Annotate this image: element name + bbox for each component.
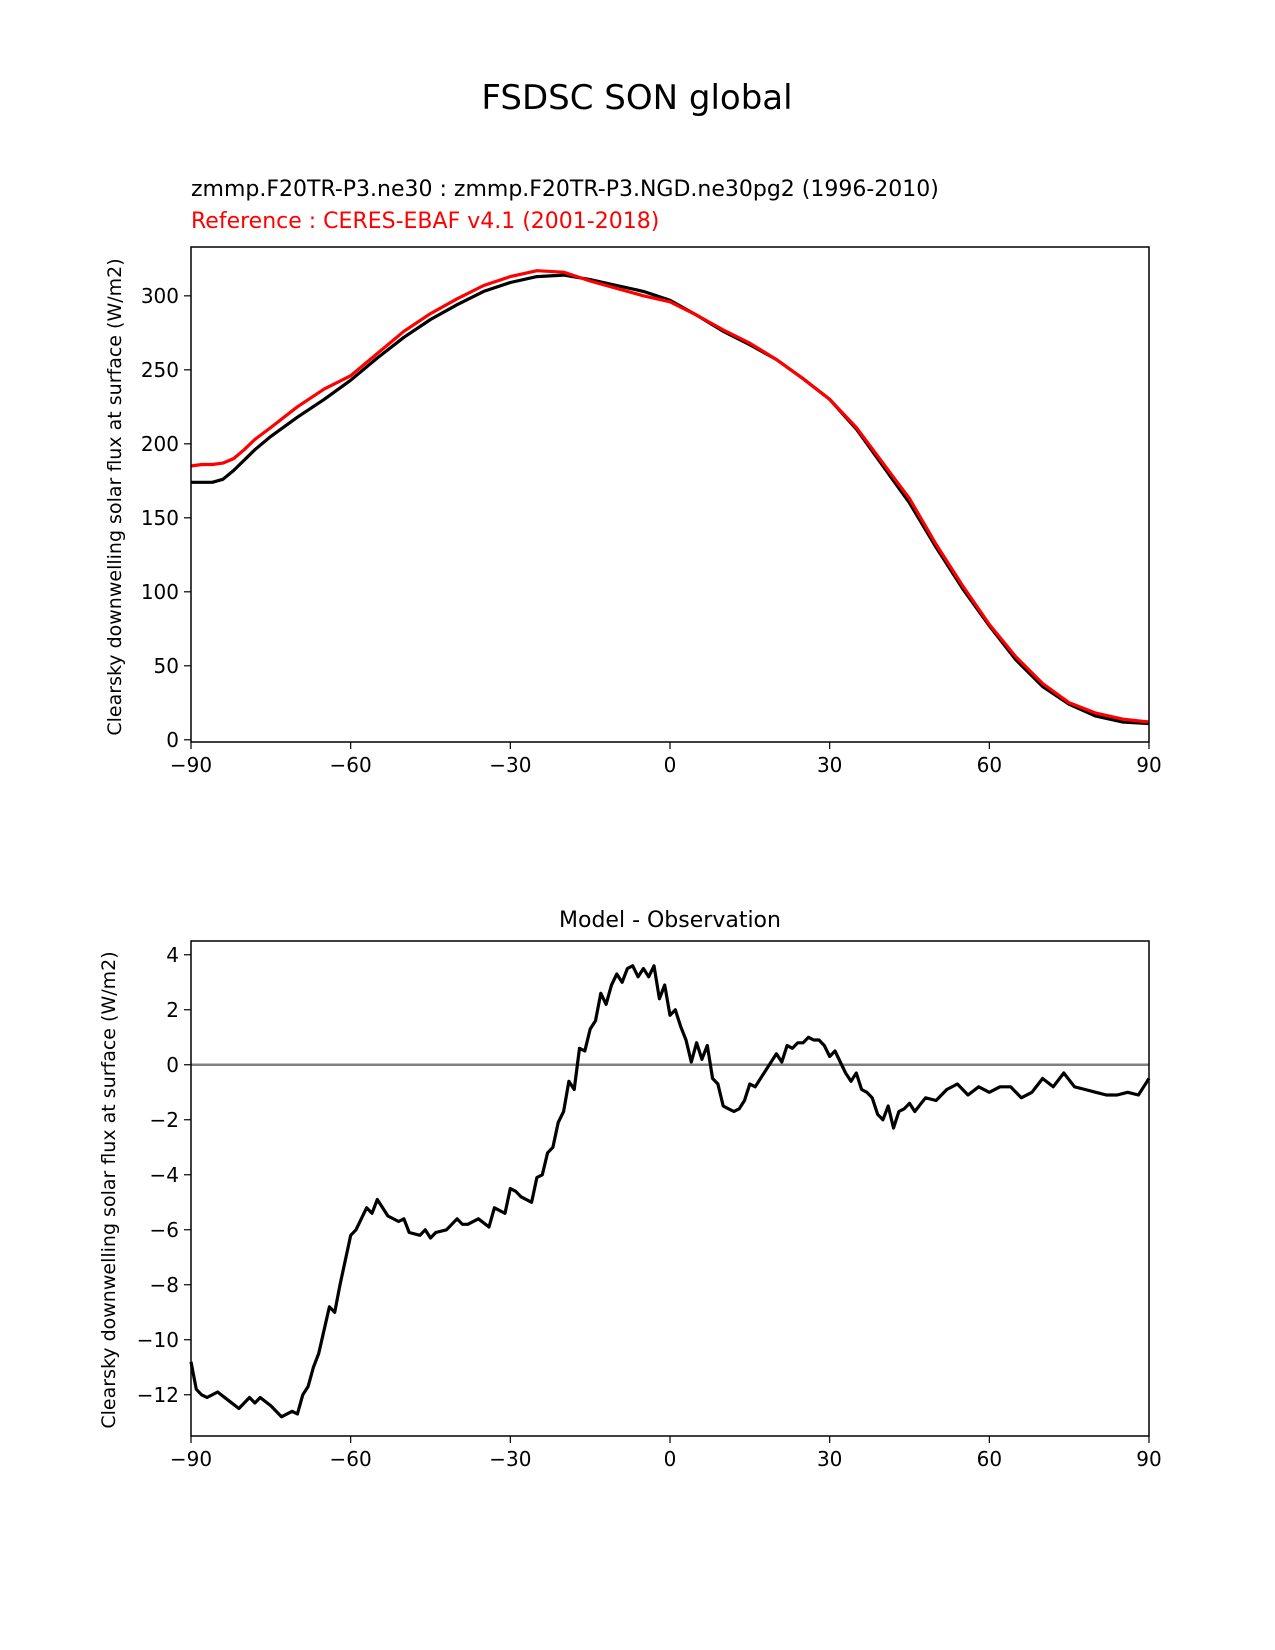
top-xtick-label: −30 — [489, 753, 531, 777]
bottom-xtick-label: 90 — [1136, 1447, 1161, 1471]
top-ytick-label: 300 — [141, 284, 179, 308]
top-xtick-label: −90 — [170, 753, 212, 777]
top-xtick-label: 90 — [1136, 753, 1161, 777]
bottom-ylabel: Clearsky downwelling solar flux at surfa… — [98, 951, 120, 1428]
bottom-ytick-label: −8 — [150, 1273, 179, 1297]
top-xtick-label: 0 — [664, 753, 677, 777]
top-ytick-label: 150 — [141, 506, 179, 530]
bottom-xtick-label: −60 — [330, 1447, 372, 1471]
top-ytick-label: 250 — [141, 358, 179, 382]
top-axes-frame — [190, 246, 1150, 743]
top-title-test: zmmp.F20TR-P3.ne30 : zmmp.F20TR-P3.NGD.n… — [191, 177, 939, 202]
bottom-xtick-label: −30 — [489, 1447, 531, 1471]
top-title-reference: Reference : CERES-EBAF v4.1 (2001-2018) — [191, 209, 659, 234]
bottom-xtick-label: 30 — [817, 1447, 842, 1471]
bottom-xtick-label: 0 — [664, 1447, 677, 1471]
bottom-ytick-label: −4 — [150, 1163, 179, 1187]
bottom-xtick-label: −90 — [170, 1447, 212, 1471]
bottom-ytick-label: −2 — [150, 1108, 179, 1132]
top-panel: zmmp.F20TR-P3.ne30 : zmmp.F20TR-P3.NGD.n… — [104, 177, 1162, 777]
bottom-series-line-0 — [189, 964, 1151, 1419]
top-ytick-label: 50 — [154, 654, 179, 678]
figure-suptitle: FSDSC SON global — [481, 78, 792, 118]
top-xtick-label: 60 — [977, 753, 1002, 777]
top-ytick-label: 200 — [141, 432, 179, 456]
bottom-panel: Model - Observation Clearsky downwelling… — [98, 908, 1162, 1471]
bottom-ytick-label: −12 — [137, 1383, 179, 1407]
bottom-xtick-label: 60 — [977, 1447, 1002, 1471]
top-ytick-label: 0 — [166, 728, 179, 752]
bottom-plot-area: −90 −60 −30 0 30 60 90 4 2 0 −2 −4 −6 −8 −10 −12 — [137, 943, 1162, 1471]
top-series-line-1 — [190, 269, 1150, 724]
bottom-ytick-label: 4 — [166, 943, 179, 967]
top-xtick-label: −60 — [330, 753, 372, 777]
top-plot-area: −90 −60 −30 0 30 60 90 0 50 100 150 200 250 300 — [141, 269, 1162, 777]
bottom-ytick-label: 0 — [166, 1053, 179, 1077]
bottom-ytick-label: −10 — [137, 1328, 179, 1352]
bottom-axes-frame — [190, 940, 1150, 1437]
top-xtick-label: 30 — [817, 753, 842, 777]
top-ytick-label: 100 — [141, 580, 179, 604]
top-series-line-0 — [191, 273, 1150, 726]
bottom-title: Model - Observation — [559, 908, 781, 933]
bottom-ytick-label: −6 — [150, 1218, 179, 1242]
bottom-ytick-label: 2 — [166, 998, 179, 1022]
top-ylabel: Clearsky downwelling solar flux at surfa… — [104, 258, 126, 735]
